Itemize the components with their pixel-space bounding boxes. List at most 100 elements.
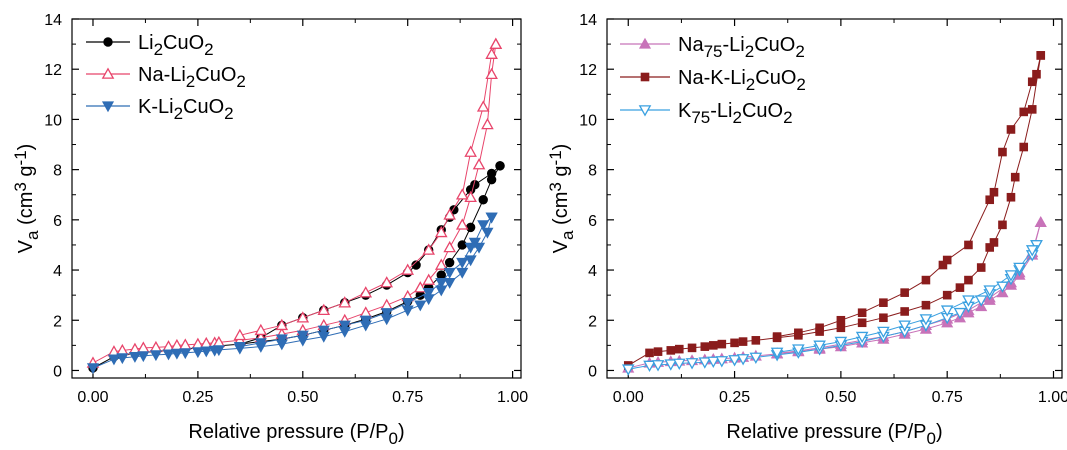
data-point <box>380 298 394 311</box>
data-point <box>736 354 750 366</box>
y-tick-label: 0 <box>588 363 597 380</box>
x-tick-label: 0.25 <box>719 389 750 406</box>
data-point <box>296 311 310 323</box>
y-tick-label: 12 <box>579 62 597 79</box>
y-axis-title: Va (cm3 g-1) <box>546 144 577 254</box>
data-point <box>749 352 763 364</box>
data-point <box>359 286 373 298</box>
x-axis-title: Relative pressure (P/P0) <box>188 421 404 448</box>
data-point <box>989 238 999 247</box>
data-point <box>435 277 448 289</box>
right-panel: 0.00 0.25 0.50 0.75 1.00 0 2 4 6 8 10 12 14 Relative … <box>546 12 1067 448</box>
data-point <box>472 158 486 170</box>
y-tick-label: 8 <box>53 163 62 180</box>
data-point <box>455 188 469 200</box>
data-point <box>687 343 697 353</box>
data-point <box>413 281 427 293</box>
data-point <box>477 220 490 232</box>
data-point <box>792 344 805 356</box>
data-point <box>645 348 654 358</box>
data-point <box>953 307 967 320</box>
data-point <box>489 37 503 49</box>
data-point <box>116 353 129 365</box>
data-point <box>254 338 267 350</box>
data-point <box>380 308 393 319</box>
data-point <box>674 344 684 354</box>
data-point <box>900 307 909 316</box>
y-tick-label: 2 <box>588 313 597 330</box>
data-point <box>443 208 456 220</box>
x-tick-label: 1.00 <box>497 389 528 406</box>
data-point <box>751 336 761 345</box>
plot-frame <box>71 18 522 379</box>
data-point <box>401 298 414 309</box>
data-point <box>836 323 846 333</box>
legend-label: Li2CuO2 <box>138 32 214 59</box>
data-point <box>422 273 435 285</box>
adsorption-line <box>92 44 497 364</box>
data-point <box>275 334 288 346</box>
data-point <box>738 337 748 346</box>
legend-label: Na75-Li2CuO2 <box>678 34 805 61</box>
data-point <box>1036 51 1046 60</box>
data-point <box>698 357 712 369</box>
data-point <box>434 225 448 238</box>
data-point <box>275 318 289 331</box>
data-point <box>338 296 352 308</box>
data-point <box>456 267 469 279</box>
legend-marker <box>640 72 650 82</box>
data-point <box>485 212 498 224</box>
data-point <box>464 242 477 254</box>
data-point <box>938 260 948 270</box>
data-point <box>964 275 973 285</box>
data-point <box>1019 142 1029 152</box>
y-tick-label: 6 <box>53 213 62 230</box>
data-point <box>976 263 986 272</box>
data-point <box>707 356 720 368</box>
data-point <box>485 67 498 80</box>
data-point <box>794 328 803 338</box>
legend-entry: Li2CuO2 <box>86 32 214 59</box>
data-point <box>1034 216 1047 228</box>
data-point <box>974 295 988 307</box>
data-point <box>1013 262 1026 275</box>
y-axis-title: Va (cm3 g-1) <box>11 144 42 254</box>
legend-entry: Na75-Li2CuO2 <box>620 34 805 61</box>
data-point <box>921 300 931 310</box>
legend-marker <box>103 37 113 47</box>
data-point <box>921 275 931 285</box>
data-point <box>685 358 699 370</box>
data-point <box>455 218 469 230</box>
x-tick-label: 0.50 <box>825 389 856 406</box>
data-point <box>857 318 867 328</box>
data-point <box>359 306 373 318</box>
data-point <box>495 161 505 171</box>
data-point <box>985 195 995 205</box>
x-tick-label: 0.50 <box>287 389 318 406</box>
data-point <box>653 347 663 356</box>
data-point <box>443 240 456 253</box>
legend-label: K-Li2CuO2 <box>138 96 234 123</box>
x-tick-label: 0.00 <box>77 389 108 406</box>
data-point <box>464 145 477 157</box>
data-point <box>877 326 890 339</box>
data-point <box>456 257 469 269</box>
data-point <box>715 356 729 368</box>
data-point <box>128 352 141 363</box>
left-panel: 0.00 0.25 0.50 0.75 1.00 0 2 4 6 8 10 12 14 Relative … <box>11 12 528 448</box>
data-point <box>137 351 150 363</box>
data-point <box>478 195 488 205</box>
data-point <box>481 227 494 239</box>
data-point <box>434 258 448 270</box>
data-point <box>317 303 331 316</box>
data-point <box>717 339 727 349</box>
data-point <box>317 325 330 337</box>
data-point <box>962 295 975 307</box>
data-point <box>359 315 372 327</box>
legend-label: Na-Li2CuO2 <box>138 64 246 91</box>
data-point <box>955 283 965 292</box>
data-point <box>919 314 933 326</box>
series-Na-Li2CuO2 <box>86 37 503 368</box>
x-tick-label: 0.00 <box>613 389 644 406</box>
data-point <box>672 358 686 370</box>
